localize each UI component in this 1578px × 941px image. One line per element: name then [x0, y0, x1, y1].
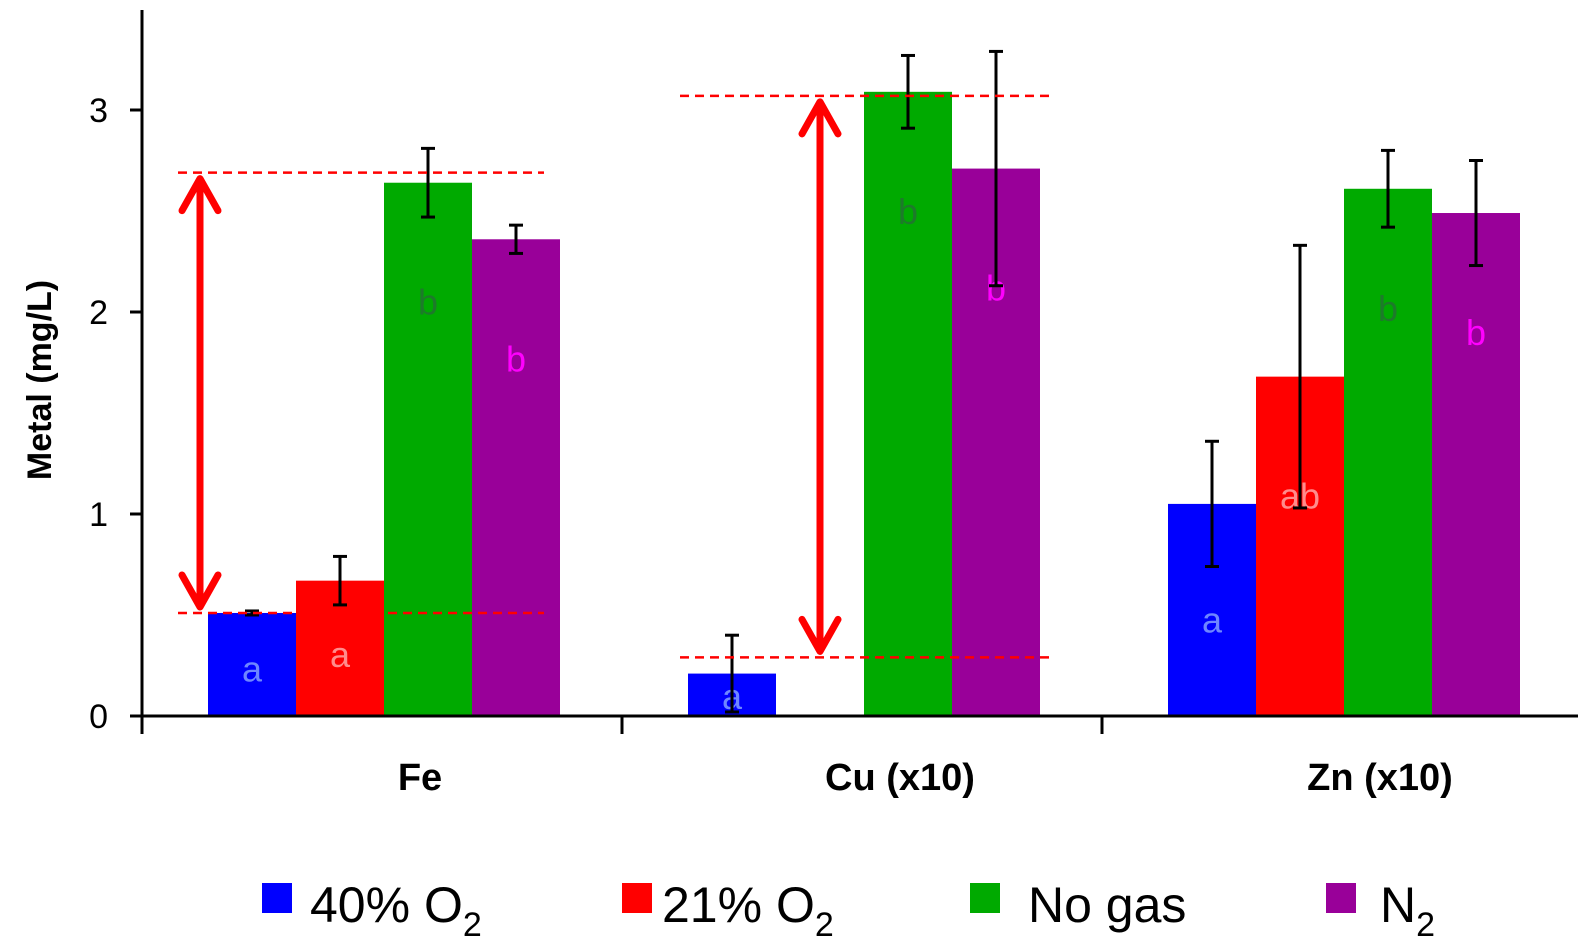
- legend-swatch: [1326, 883, 1356, 913]
- significance-letter: a: [242, 649, 263, 690]
- legend-entry-label: No gas: [1028, 877, 1186, 933]
- legend-subscript: 2: [815, 906, 834, 941]
- legend-swatch: [970, 883, 1000, 913]
- legend-subscript: 2: [1416, 906, 1435, 941]
- axis-layer: 0 1 2 3 Fe Cu (x10) Zn (x10): [89, 10, 1578, 799]
- y-tick-label: 3: [89, 92, 108, 130]
- bar: [384, 182, 472, 717]
- legend-entry-label: 21% O2: [662, 877, 834, 941]
- legend-swatch: [622, 883, 652, 913]
- arrow-head-up: [798, 98, 842, 138]
- arrow-head-up: [178, 175, 222, 215]
- legend-entry-label: 40% O2: [310, 877, 482, 941]
- bar: [472, 239, 560, 716]
- bar: [864, 91, 952, 716]
- legend: 40% O2 21% O2 No gas N2: [262, 877, 1435, 941]
- significance-letter: b: [506, 338, 526, 379]
- arrow-layer: [178, 94, 1050, 659]
- y-tick-label: 2: [89, 294, 108, 332]
- significance-letter: a: [330, 634, 351, 675]
- legend-entry-label: N2: [1380, 877, 1435, 941]
- bar: [208, 612, 296, 716]
- bar: [1344, 188, 1432, 716]
- y-tick-label: 0: [89, 698, 108, 736]
- x-category-label: Zn (x10): [1307, 757, 1453, 799]
- significance-letter: b: [418, 282, 438, 323]
- y-tick-label: 1: [89, 496, 108, 534]
- significance-letter: b: [986, 268, 1006, 309]
- significance-letter: a: [1202, 600, 1223, 641]
- arrow-head-down: [178, 571, 222, 611]
- bar: [1432, 213, 1520, 716]
- y-axis-label: Metal (mg/L): [21, 280, 59, 480]
- significance-letter: b: [1378, 288, 1398, 329]
- x-category-label: Fe: [398, 757, 442, 799]
- significance-letter: b: [1466, 312, 1486, 353]
- significance-letter: b: [898, 191, 918, 232]
- arrow-head-down: [798, 615, 842, 655]
- bars-layer: aaaaabbbbbbb: [208, 49, 1520, 717]
- legend-swatch: [262, 883, 292, 913]
- x-category-label: Cu (x10): [825, 757, 975, 799]
- legend-subscript: 2: [463, 906, 482, 941]
